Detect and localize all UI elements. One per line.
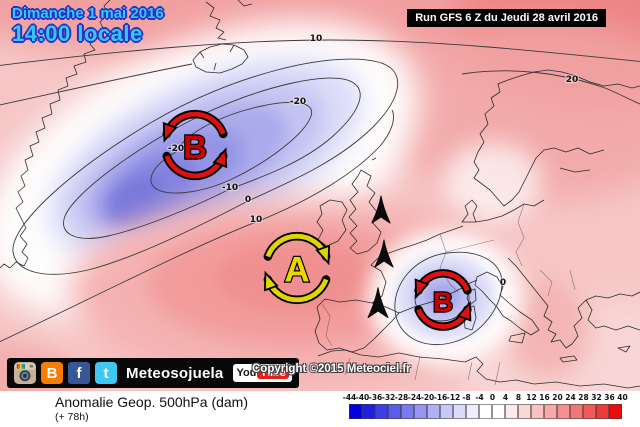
colorbar-cell: [596, 404, 609, 419]
colorbar-tick-label: 40: [617, 393, 628, 402]
facebook-icon[interactable]: f: [68, 362, 90, 384]
colorbar-cell: [466, 404, 479, 419]
contour-label: 0: [245, 195, 251, 205]
colorbar-cell: [518, 404, 531, 419]
youtube-icon[interactable]: You Tube: [233, 364, 292, 382]
colorbar-tick-label: -40: [355, 393, 370, 402]
colorbar-cell: [362, 404, 375, 419]
colorbar-tick-label: 16: [539, 393, 550, 402]
rotation-arrow-icon: [162, 111, 226, 143]
pressure-center-letter: A: [284, 251, 309, 290]
colorbar-tick-label: -36: [368, 393, 383, 402]
contour-label: 10: [310, 34, 323, 44]
colorbar-tick-label: 28: [578, 393, 589, 402]
colorbar-cell: [492, 404, 505, 419]
colorbar-tick-label: -16: [433, 393, 448, 402]
colorbar-tick-label: -32: [381, 393, 396, 402]
rotation-arrow-icon: [263, 270, 329, 303]
colorbar-tick-label: 36: [604, 393, 615, 402]
colorbar: -44 -40 -36 -32 -28 -24 -20 -16 -12 -8 -4 0 4 8 12 16 20…: [343, 391, 637, 427]
colorbar-tick-label: 32: [591, 393, 602, 402]
colorbar-cells: [349, 404, 622, 419]
colorbar-cell: [531, 404, 544, 419]
rotation-arrow-icon: [164, 147, 228, 179]
twitter-icon[interactable]: t: [95, 362, 117, 384]
colorbar-tick-label: 20: [552, 393, 563, 402]
colorbar-tick-label: -8: [462, 393, 471, 402]
social-bar: B f t Meteosojuela You Tube: [7, 358, 299, 388]
lead-time-label: (+ 78h): [55, 411, 89, 423]
rotation-arrow-icon: [414, 271, 470, 300]
colorbar-cell: [349, 404, 362, 419]
colorbar-cell: [505, 404, 518, 419]
colorbar-cell: [375, 404, 388, 419]
trough-arrow-icon: [374, 239, 394, 268]
colorbar-tick-label: -12: [446, 393, 461, 402]
youtube-you-label: You: [236, 367, 257, 379]
coastlines: [0, 0, 640, 389]
colorbar-ticks: -44 -40 -36 -32 -28 -24 -20 -16 -12 -8 -4 0 4 8 12 16 20…: [343, 393, 637, 402]
brand-name: Meteosojuela: [126, 364, 224, 382]
pressure-markers: B A B: [162, 109, 472, 331]
colorbar-tick-label: -20: [420, 393, 435, 402]
copyright-label: Copyright ©2015 Meteociel.fr: [252, 363, 411, 375]
contour-lines: [0, 39, 640, 346]
pressure-center-letter: B: [183, 129, 207, 166]
colorbar-cell: [557, 404, 570, 419]
colorbar-cell: [544, 404, 557, 419]
colorbar-tick-label: 0: [489, 393, 496, 402]
rotation-arrow-icon: [265, 233, 331, 266]
trough-arrows: [367, 195, 394, 319]
colorbar-cell: [414, 404, 427, 419]
colorbar-tick-label: -44: [342, 393, 357, 402]
anomaly-field: [0, 0, 640, 391]
contour-label: -10: [222, 183, 238, 193]
contour-label: 10: [250, 215, 263, 225]
colorbar-cell: [583, 404, 596, 419]
colorbar-cell: [440, 404, 453, 419]
footer-strip: Anomalie Geop. 500hPa (dam) (+ 78h) -44-…: [0, 391, 640, 427]
trough-arrow-icon: [371, 195, 391, 224]
colorbar-cell: [401, 404, 414, 419]
colorbar-cell: [427, 404, 440, 419]
colorbar-tick-label: 12: [526, 393, 537, 402]
colorbar-tick-label: 24: [565, 393, 576, 402]
instagram-icon[interactable]: [14, 362, 36, 384]
colorbar-tick-label: 4: [502, 393, 509, 402]
low-pressure-marker: B: [414, 269, 472, 331]
contour-label: 0: [500, 278, 506, 288]
colorbar-tick-label: 8: [515, 393, 522, 402]
youtube-tube-label: Tube: [257, 367, 289, 379]
colorbar-cell: [609, 404, 622, 419]
colorbar-cell: [453, 404, 466, 419]
blogger-icon[interactable]: B: [41, 362, 63, 384]
colorbar-tick-label: -28: [394, 393, 409, 402]
chart-title: Anomalie Geop. 500hPa (dam): [55, 394, 248, 410]
pressure-center-letter: B: [433, 287, 453, 318]
high-pressure-marker: A: [263, 231, 331, 305]
low-pressure-marker: B: [162, 109, 228, 181]
colorbar-cell: [388, 404, 401, 419]
colorbar-tick-label: -24: [407, 393, 422, 402]
colorbar-cell: [479, 404, 492, 419]
contour-label: -20: [290, 97, 306, 107]
contour-label: -20: [168, 144, 184, 154]
rotation-arrow-icon: [416, 300, 472, 329]
colorbar-tick-label: -4: [475, 393, 484, 402]
colorbar-cell: [570, 404, 583, 419]
model-run-label: Run GFS 6 Z du Jeudi 28 avril 2016: [407, 9, 606, 27]
trough-arrow-icon: [367, 287, 389, 319]
contour-label: 20: [566, 75, 579, 85]
